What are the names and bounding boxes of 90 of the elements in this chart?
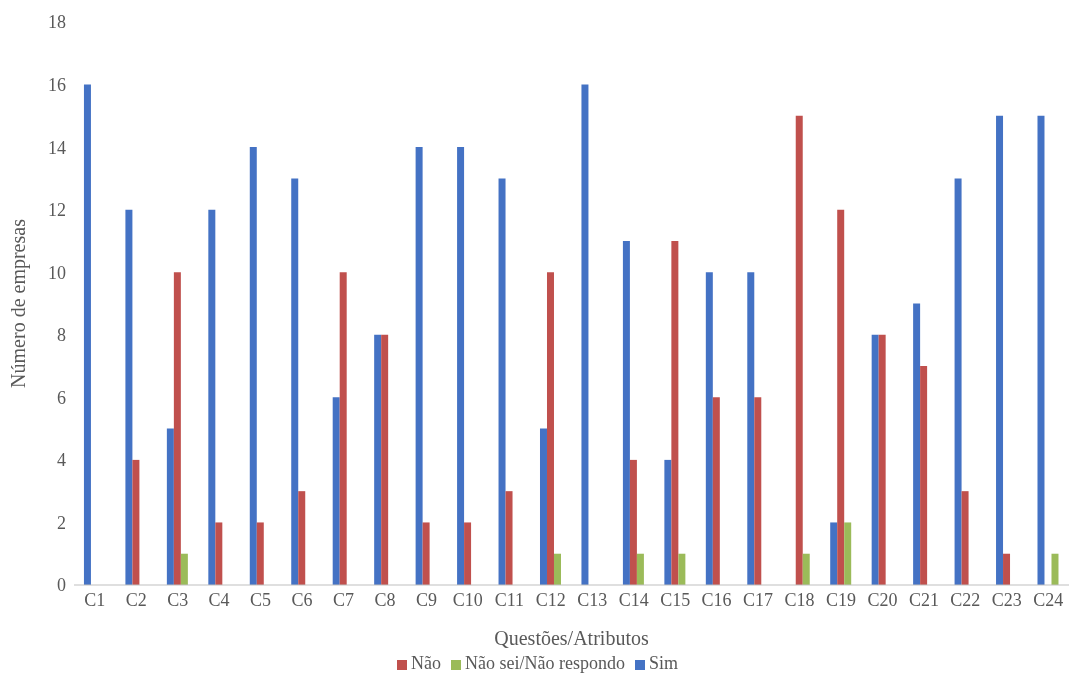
y-tick-label: 12 (48, 200, 66, 221)
x-tick-label: C5 (250, 589, 272, 610)
x-tick-label: C6 (291, 589, 313, 610)
legend-label: Sim (648, 653, 678, 673)
bar (961, 491, 969, 585)
x-tick-label: C22 (950, 589, 981, 610)
bar (249, 147, 257, 585)
y-tick-label: 8 (57, 325, 66, 346)
bar (208, 209, 216, 585)
bar (581, 84, 589, 585)
bar (712, 397, 720, 585)
bar (954, 178, 962, 585)
x-axis-title: Questões/Atributos (494, 627, 649, 649)
bar (747, 272, 755, 585)
bar (996, 115, 1004, 585)
bar (878, 334, 886, 585)
bar (498, 178, 506, 585)
bar (457, 147, 465, 585)
x-tick-label: C21 (908, 589, 939, 610)
x-tick-label: C2 (125, 589, 147, 610)
x-tick-label: C8 (374, 589, 396, 610)
bar (332, 397, 340, 585)
x-tick-label: C14 (618, 589, 649, 610)
x-tick-label: C23 (991, 589, 1022, 610)
bar (546, 272, 554, 585)
x-tick-label: C3 (167, 589, 189, 610)
bar (381, 334, 389, 585)
bar (871, 334, 879, 585)
y-tick-label: 0 (57, 575, 66, 596)
legend-label: Não (411, 653, 441, 673)
x-tick-label: C16 (701, 589, 732, 610)
bar (464, 522, 472, 585)
x-tick-label: C18 (784, 589, 815, 610)
bar (622, 240, 630, 585)
x-tick-label: C7 (332, 589, 354, 610)
y-tick-label: 2 (57, 512, 66, 533)
y-tick-label: 10 (48, 262, 66, 283)
bar (215, 522, 223, 585)
bar (913, 303, 921, 585)
x-tick-label: C11 (494, 589, 524, 610)
x-tick-label: C9 (415, 589, 437, 610)
y-axis-title: Número de empresas (7, 218, 31, 388)
bar (837, 209, 845, 585)
x-tick-label: C1 (84, 589, 106, 610)
x-tick-label: C17 (743, 589, 774, 610)
bar (636, 553, 644, 585)
bar (1051, 553, 1059, 585)
x-tick-label: C24 (1033, 589, 1064, 610)
x-tick-label: C4 (208, 589, 230, 610)
bar (256, 522, 264, 585)
bar (132, 459, 140, 585)
bar (671, 240, 679, 585)
bar (505, 491, 513, 585)
bar (844, 522, 852, 585)
bar (1037, 115, 1045, 585)
bar (83, 84, 91, 585)
bar (180, 553, 188, 585)
y-tick-label: 18 (48, 12, 66, 33)
bar (754, 397, 762, 585)
x-tick-label: C13 (577, 589, 608, 610)
x-tick-label: C20 (867, 589, 898, 610)
bar (291, 178, 299, 585)
x-tick-label: C15 (660, 589, 691, 610)
bar (795, 115, 803, 585)
bar (1003, 553, 1011, 585)
x-tick-label: C10 (452, 589, 483, 610)
y-tick-label: 6 (57, 387, 66, 408)
x-tick-label: C12 (535, 589, 566, 610)
bar (298, 491, 306, 585)
bar (422, 522, 430, 585)
bar (125, 209, 133, 585)
bar (678, 553, 686, 585)
bar (802, 553, 810, 585)
x-tick-label: C19 (825, 589, 856, 610)
bar (539, 428, 547, 585)
bar (629, 459, 637, 585)
bar (173, 272, 181, 585)
bar (920, 366, 928, 585)
y-tick-label: 4 (57, 450, 66, 471)
bar (166, 428, 174, 585)
bar (705, 272, 713, 585)
y-tick-label: 14 (48, 137, 66, 158)
bar (553, 553, 561, 585)
bar (374, 334, 382, 585)
bar (664, 459, 672, 585)
bar (830, 522, 838, 585)
bar (339, 272, 347, 585)
y-tick-label: 16 (48, 74, 66, 95)
bar (415, 147, 423, 585)
legend-label: Não sei/Não respondo (465, 653, 625, 673)
